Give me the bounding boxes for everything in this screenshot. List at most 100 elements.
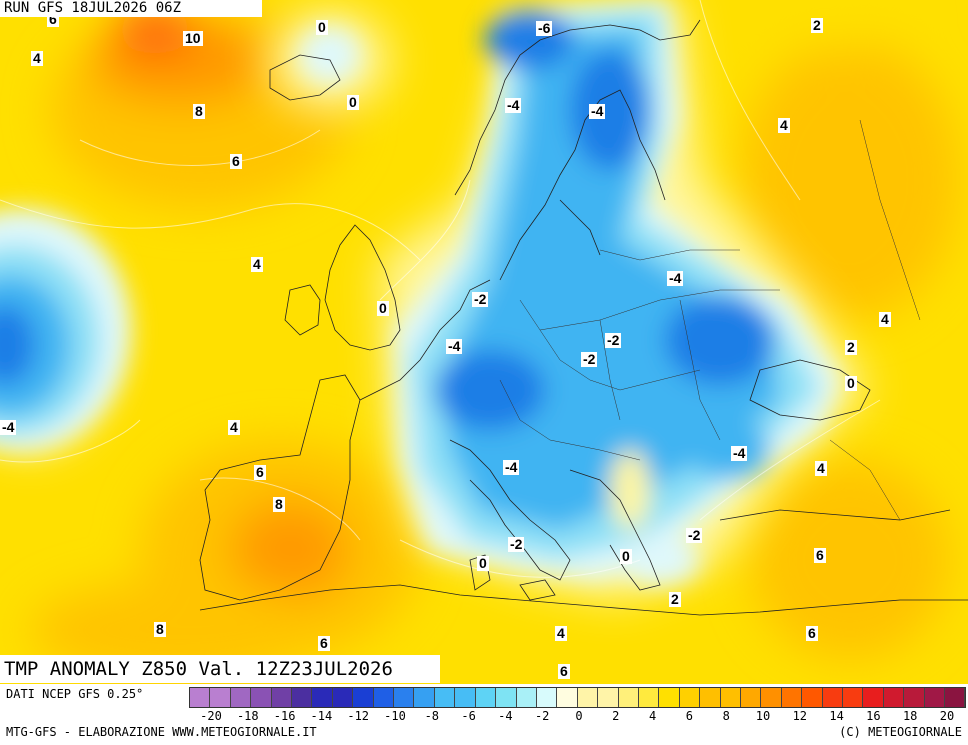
- color-scale-tick-label: -16: [273, 709, 296, 723]
- field-title: TMP ANOMALY Z850 Val. 12Z23JUL2026: [0, 655, 440, 683]
- contour-label: -4: [589, 103, 606, 119]
- color-scale-cell: [475, 688, 497, 707]
- contour-label: -2: [605, 332, 622, 348]
- temperature-anomaly-map: 6 10 0 -6 2 4 0 -4 -4 8 6 4 4 -4 -2 0 4 …: [0, 0, 968, 684]
- color-scale-tick-label: -6: [461, 709, 476, 723]
- contour-label: -2: [508, 536, 525, 552]
- color-scale-cell: [638, 688, 660, 707]
- color-scale-cell: [843, 688, 864, 707]
- contour-label: -6: [536, 20, 553, 36]
- contour-label: 0: [377, 300, 389, 316]
- contour-label: 10: [183, 30, 203, 46]
- color-scale-cell: [598, 688, 619, 707]
- color-scale-cell: [312, 688, 333, 707]
- color-scale-cell: [496, 688, 517, 707]
- color-scale-tick-label: 2: [612, 709, 620, 723]
- contour-label: 4: [31, 50, 43, 66]
- color-scale-cell: [945, 688, 966, 707]
- legend-footer: DATI NCEP GFS 0.25° -20 -18 -16 -14 -12 -10 -8…: [0, 684, 968, 745]
- contour-label: 0: [347, 94, 359, 110]
- color-scale-cell: [618, 688, 639, 707]
- color-scale-cell: [210, 688, 231, 707]
- map-canvas: [0, 0, 968, 684]
- color-scale-tick-label: 4: [648, 709, 657, 723]
- cold-anomaly-areas: [395, 0, 840, 585]
- contour-label: -4: [505, 97, 522, 113]
- contour-label: 4: [879, 311, 891, 327]
- color-scale-cell: [557, 688, 578, 707]
- country-borders: [499, 119, 921, 521]
- color-scale-cell: [679, 688, 701, 707]
- contour-lines: [0, 0, 881, 578]
- color-scale-cell: [863, 688, 884, 707]
- color-scale-cell: [516, 688, 537, 707]
- color-scale-cell: [271, 688, 293, 707]
- color-scale-tick-label: -20: [200, 709, 222, 723]
- contour-label: 4: [251, 256, 263, 272]
- contour-label: 8: [193, 103, 205, 119]
- color-scale-tick-label: 0: [575, 709, 583, 723]
- color-scale-cell: [332, 688, 354, 707]
- color-scale-tick-label: 16: [866, 709, 881, 723]
- color-scale-tick-label: 14: [829, 709, 844, 723]
- color-scale-tick-label: -10: [384, 709, 406, 723]
- color-scale-tick-label: -2: [534, 709, 550, 723]
- color-scale-cell: [924, 688, 946, 707]
- color-scale-cell: [720, 688, 741, 707]
- color-scale-tick-label: -18: [236, 709, 259, 723]
- color-scale-cell: [904, 688, 925, 707]
- data-source-label: DATI NCEP GFS 0.25°: [6, 687, 144, 701]
- contour-label: -4: [503, 459, 520, 475]
- contour-label: 6: [558, 663, 570, 679]
- color-scale-tick-label: 10: [755, 709, 771, 723]
- color-scale-cell: [659, 688, 680, 707]
- color-scale-cell: [292, 688, 313, 707]
- coastlines: [199, 19, 968, 616]
- contour-label: 2: [669, 591, 681, 607]
- color-scale-cell: [230, 688, 252, 707]
- contour-label: -2: [472, 291, 489, 307]
- contour-label: 2: [811, 17, 823, 33]
- color-scale-tick-label: 12: [792, 709, 808, 723]
- contour-label: 4: [555, 625, 567, 641]
- contour-label: 6: [806, 625, 818, 641]
- contour-label: 2: [845, 339, 857, 355]
- color-scale-cell: [577, 688, 599, 707]
- color-scale-tick-label: -12: [347, 709, 370, 723]
- color-scale-bar: [189, 687, 967, 708]
- color-scale-tick-label: 20: [939, 709, 955, 723]
- producer-label: MTG-GFS - ELABORAZIONE WWW.METEOGIORNALE…: [6, 725, 317, 739]
- atlantic-cold-blob: [0, 27, 360, 450]
- contour-label: 6: [318, 635, 330, 651]
- contour-label: 6: [814, 547, 826, 563]
- color-scale-cell: [353, 688, 374, 707]
- contour-label: 0: [845, 375, 857, 391]
- contour-label: -2: [686, 527, 703, 543]
- color-scale-cell: [251, 688, 272, 707]
- copyright-label: (C) METEOGIORNALE: [839, 725, 962, 739]
- contour-label: 6: [254, 464, 266, 480]
- contour-label: 8: [273, 496, 285, 512]
- color-scale-cell: [536, 688, 558, 707]
- color-scale-tick-label: 18: [902, 709, 918, 723]
- color-scale-tick-label: -4: [498, 709, 513, 723]
- contour-label: -4: [0, 419, 17, 435]
- contour-label: 6: [230, 153, 242, 169]
- color-scale-cell: [802, 688, 823, 707]
- color-scale-cell: [414, 688, 435, 707]
- color-scale-cell: [781, 688, 803, 707]
- color-scale-cell: [190, 688, 211, 707]
- color-scale-cell: [455, 688, 476, 707]
- contour-label: 0: [620, 548, 632, 564]
- color-scale-tick-label: 8: [722, 709, 730, 723]
- color-scale-cell: [740, 688, 762, 707]
- color-scale-cell: [373, 688, 395, 707]
- color-scale-cell: [700, 688, 721, 707]
- contour-label: 0: [316, 19, 328, 35]
- contour-label: -4: [731, 445, 748, 461]
- run-title: RUN GFS 18JUL2026 06Z: [0, 0, 262, 17]
- color-scale-tick-label: 6: [685, 709, 694, 723]
- color-scale-cell: [434, 688, 456, 707]
- color-scale-cell: [822, 688, 843, 707]
